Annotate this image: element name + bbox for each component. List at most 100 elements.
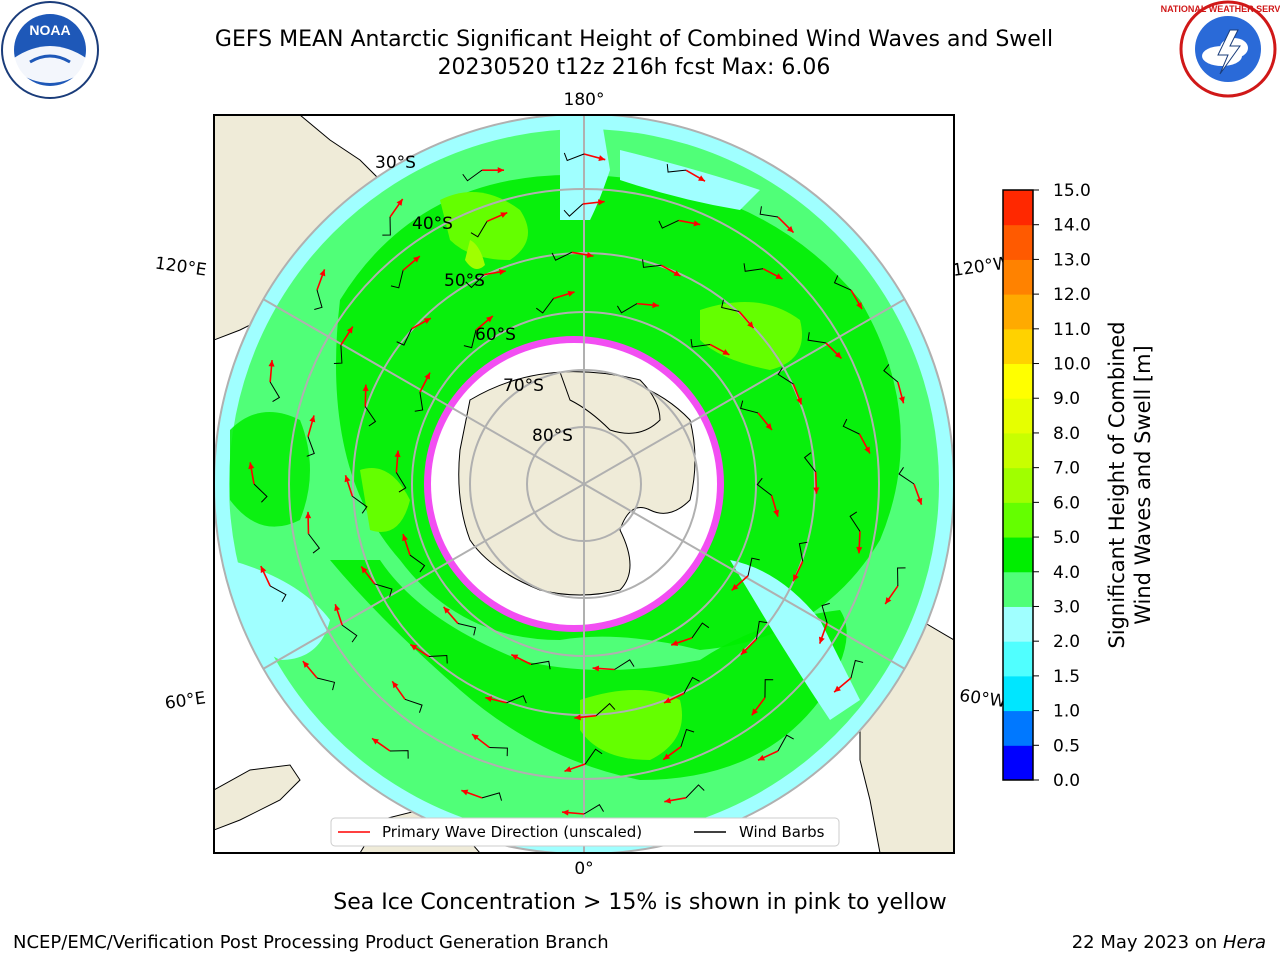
wave-arrow-head xyxy=(693,220,701,227)
wind-barb xyxy=(842,418,860,435)
wave-arrow-head xyxy=(916,497,923,505)
wind-barb xyxy=(333,345,343,365)
lat-label-60s: 60°S xyxy=(475,325,516,345)
lat-label-30s: 30°S xyxy=(375,153,416,173)
wave-arrow-head xyxy=(731,583,739,591)
wind-barb xyxy=(595,702,616,717)
wind-barb xyxy=(691,622,710,639)
legend-barb-label: Wind Barbs xyxy=(739,823,825,841)
lat-label-50s: 50°S xyxy=(444,271,485,291)
colorbar-tick-label: 15.0 xyxy=(1053,181,1091,201)
wave-arrow-head xyxy=(486,315,493,323)
wave-arrow-head xyxy=(773,509,780,517)
colorbar-swatch xyxy=(1003,432,1033,469)
wind-barb xyxy=(308,533,321,554)
colorbar-tick-label: 14.0 xyxy=(1053,216,1091,236)
wave-arrow-head xyxy=(302,661,310,668)
wind-barb xyxy=(535,298,554,314)
wind-barb xyxy=(849,511,861,532)
wave-arrow-head xyxy=(485,696,493,703)
wind-barb xyxy=(396,328,412,346)
wave-arrow-head xyxy=(722,349,730,355)
nws-logo: NATIONAL WEATHER SERVICE xyxy=(1161,0,1280,98)
colorbar-swatch xyxy=(1003,571,1033,607)
wind-barb xyxy=(414,392,424,412)
wave-arrow-head xyxy=(673,270,681,277)
lat-label-70s: 70°S xyxy=(503,376,544,396)
wind-barb xyxy=(807,332,826,344)
wave-arrow-head xyxy=(856,546,863,554)
wave-arrow-head xyxy=(500,212,508,218)
noaa-logo-text: NOAA xyxy=(29,22,70,38)
wind-barb xyxy=(883,364,899,383)
wave-arrow-head xyxy=(834,685,841,693)
wave-arrow-head xyxy=(372,738,379,745)
lon-label-180: 180° xyxy=(564,90,605,110)
lat-label-40s: 40°S xyxy=(412,214,453,234)
wave-arrow-head xyxy=(758,754,766,761)
wind-barb xyxy=(666,164,687,173)
wave-arrow-head xyxy=(362,384,369,392)
colorbar-tick-label: 1.5 xyxy=(1053,667,1080,687)
colorbar-swatch xyxy=(1003,398,1033,434)
lat-label-80s: 80°S xyxy=(532,426,573,446)
wind-barb xyxy=(316,677,336,691)
colorbar-swatch xyxy=(1003,745,1033,781)
legend-wave-label: Primary Wave Direction (unscaled) xyxy=(382,823,642,841)
colorbar-ticks: 0.0 0.5 1.0 1.5 2.0 3.0 4.0 5.0 6.0 7.0 8.0 9.0 10.0… xyxy=(1033,181,1091,791)
wind-barb xyxy=(759,206,779,218)
wave-arrow-head xyxy=(818,636,825,644)
wave-arrow-head xyxy=(671,640,679,646)
wind-barb xyxy=(680,728,695,747)
colorbar-tick-label: 5.0 xyxy=(1053,528,1080,548)
wave-arrow-head xyxy=(747,321,754,329)
footer-machine: Hera xyxy=(1222,932,1266,953)
lon-label-120e: 120°E xyxy=(154,254,208,281)
colorbar-tick-label: 4.0 xyxy=(1053,563,1080,583)
map-legend: Primary Wave Direction (unscaled) Wind B… xyxy=(330,817,840,847)
wave-arrow-head xyxy=(751,708,759,716)
wind-barb xyxy=(462,169,483,182)
wind-barb xyxy=(833,275,852,291)
colorbar-swatch xyxy=(1003,294,1033,330)
wind-barb xyxy=(465,274,485,289)
wind-barb xyxy=(395,472,407,493)
wind-barb xyxy=(658,220,679,229)
wave-arrow-head xyxy=(598,155,606,162)
colorbar-tick-label: 0.5 xyxy=(1053,736,1080,756)
wind-barb xyxy=(481,792,503,801)
wind-barb xyxy=(374,583,393,597)
title-line2: 20230520 t12z 216h fcst Max: 6.06 xyxy=(437,55,831,80)
antarctica xyxy=(424,336,724,632)
chart-title: GEFS MEAN Antarctic Significant Height o… xyxy=(100,26,1168,82)
wind-barb xyxy=(642,259,662,268)
meridians xyxy=(262,115,906,853)
colorbar-swatch xyxy=(1003,641,1033,677)
wind-barb xyxy=(898,467,915,485)
wind-barb xyxy=(314,289,323,311)
wave-arrow-head xyxy=(574,714,581,721)
lon-label-60e: 60°E xyxy=(164,688,207,713)
wave-arrow-head xyxy=(813,487,820,494)
wind-barb xyxy=(404,698,423,713)
wave-arrow-head xyxy=(443,606,451,614)
colorbar-tick-label: 8.0 xyxy=(1053,424,1080,444)
wave-arrow-head xyxy=(392,681,399,689)
wind-barb xyxy=(563,152,585,162)
colorbar-tick-label: 0.0 xyxy=(1053,771,1080,791)
wind-barb xyxy=(428,654,448,664)
footer-date-text: 22 May 2023 on xyxy=(1071,932,1223,953)
colorbar-tick-label: 12.0 xyxy=(1053,285,1091,305)
wind-barb xyxy=(897,567,906,586)
wave-arrow-head xyxy=(796,397,802,405)
wave-arrow-head xyxy=(864,446,870,454)
wave-arrow-head xyxy=(260,566,267,574)
colorbar-swatch xyxy=(1003,224,1033,260)
colorbar-swatch xyxy=(1003,259,1033,295)
wind-barb xyxy=(584,748,603,765)
colorbar-swatch xyxy=(1003,328,1033,365)
footer-credit: NCEP/EMC/Verification Post Processing Pr… xyxy=(13,932,609,953)
wave-arrow-head xyxy=(698,175,706,182)
wind-barb xyxy=(821,602,830,624)
